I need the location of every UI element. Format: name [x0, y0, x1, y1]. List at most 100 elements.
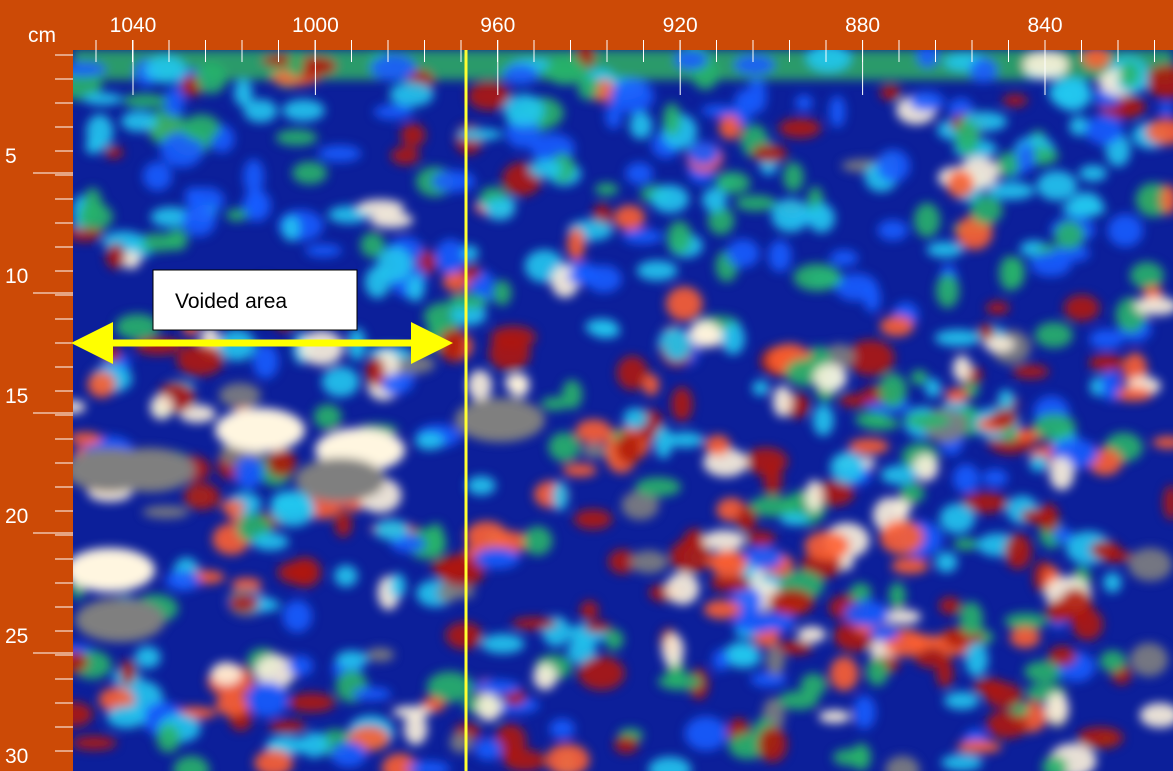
echo [370, 212, 414, 228]
echo [1053, 527, 1072, 543]
echo [243, 159, 264, 195]
echo [318, 145, 361, 162]
echo [778, 641, 813, 655]
echo [580, 601, 598, 620]
echo [504, 94, 545, 126]
echo [493, 280, 512, 306]
echo [253, 344, 279, 379]
echo [605, 629, 624, 650]
echo [623, 229, 663, 244]
echo [1130, 262, 1164, 289]
echo [105, 448, 195, 492]
echo [1064, 295, 1100, 321]
echo [211, 662, 242, 685]
echo [779, 118, 822, 138]
echo [935, 330, 982, 347]
echo [407, 275, 425, 301]
echo [750, 672, 787, 687]
echo [813, 364, 847, 392]
echo [666, 287, 703, 322]
echo [953, 464, 980, 493]
echo [946, 169, 974, 198]
echo [662, 633, 684, 667]
echo [305, 244, 342, 257]
echo [568, 268, 598, 285]
echo [1003, 94, 1028, 106]
echo [1059, 588, 1092, 622]
echo [830, 452, 865, 484]
echo [999, 256, 1022, 291]
echo [643, 374, 660, 396]
echo [289, 557, 321, 587]
echo [381, 374, 407, 396]
echo [614, 205, 645, 230]
echo [986, 301, 1010, 314]
echo [1083, 47, 1110, 69]
echo [850, 583, 872, 602]
echo [392, 706, 431, 718]
echo [83, 188, 102, 221]
echo [184, 483, 220, 510]
echo [1100, 650, 1126, 672]
echo [1023, 51, 1068, 78]
echo [663, 330, 692, 362]
echo [234, 456, 263, 489]
echo [735, 195, 777, 211]
echo [758, 727, 787, 763]
echo [927, 242, 964, 258]
left-tick-label: 25 [5, 625, 28, 648]
echo [462, 245, 479, 261]
echo [989, 410, 1018, 428]
echo [143, 162, 172, 191]
echo [468, 82, 511, 110]
echo [663, 103, 681, 136]
echo [752, 380, 769, 395]
echo [523, 526, 553, 555]
echo [944, 692, 979, 710]
echo [880, 520, 924, 555]
echo [269, 720, 306, 733]
echo [1053, 94, 1075, 107]
echo [635, 477, 681, 496]
echo [219, 383, 261, 408]
echo [891, 558, 928, 574]
echo [808, 203, 835, 232]
echo [582, 443, 607, 459]
echo [592, 324, 621, 338]
echo [853, 695, 876, 729]
echo [705, 435, 731, 456]
echo [1108, 214, 1144, 247]
echo [675, 50, 708, 70]
echo [813, 404, 834, 436]
echo [220, 500, 245, 513]
echo [955, 120, 980, 155]
echo [103, 346, 121, 363]
echo [271, 493, 315, 527]
echo [734, 55, 774, 74]
echo [688, 142, 720, 166]
echo [768, 240, 791, 272]
echo [651, 185, 689, 213]
echo [852, 743, 872, 770]
echo [900, 483, 925, 504]
echo [889, 582, 906, 609]
echo [793, 264, 841, 292]
echo [630, 112, 653, 139]
echo [156, 723, 180, 752]
echo [267, 449, 296, 477]
echo [150, 395, 173, 420]
echo [135, 646, 161, 668]
echo [295, 458, 385, 502]
echo [177, 344, 224, 376]
echo [451, 585, 475, 599]
echo [1010, 627, 1041, 648]
echo [86, 114, 113, 149]
echo [427, 523, 445, 558]
echo [658, 673, 703, 690]
echo [911, 370, 929, 385]
echo [545, 57, 587, 85]
echo [585, 621, 610, 633]
echo [970, 58, 997, 83]
echo [830, 250, 858, 267]
echo [1029, 455, 1048, 472]
